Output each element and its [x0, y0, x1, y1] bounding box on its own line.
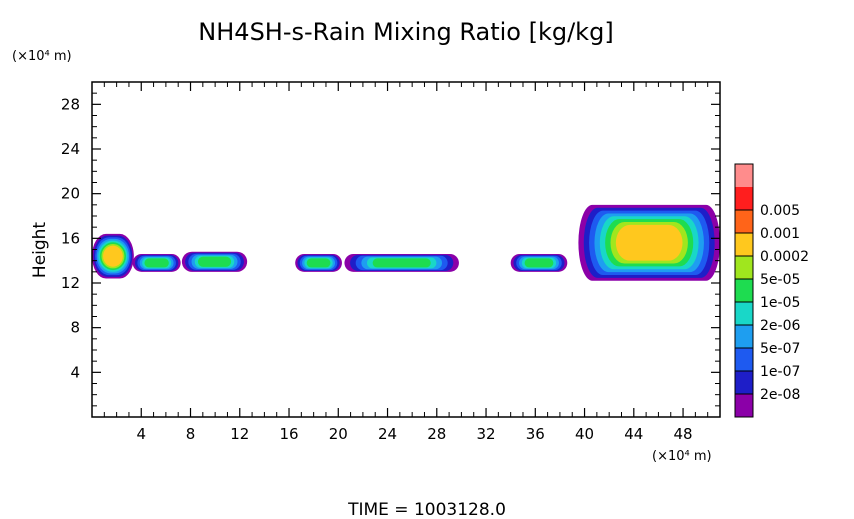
x-tick-label: 12 — [230, 425, 249, 443]
mixing-ratio-region — [181, 251, 248, 272]
x-tick-label: 20 — [329, 425, 348, 443]
x-tick-label: 4 — [136, 425, 146, 443]
mixing-ratio-band — [524, 258, 554, 268]
mixing-ratio-band — [197, 256, 232, 267]
colorbar-swatch — [735, 233, 753, 256]
colorbar-label: 0.0002 — [760, 249, 809, 265]
y-tick-label: 4 — [70, 363, 80, 381]
y-axis-unit: (×10⁴ m) — [12, 49, 72, 64]
y-tick-label: 24 — [61, 140, 80, 158]
colorbar-swatch — [735, 210, 753, 233]
x-tick-label: 40 — [575, 425, 594, 443]
colorbar-swatch — [735, 348, 753, 371]
x-tick-label: 36 — [526, 425, 545, 443]
colorbar-label: 2e-08 — [760, 387, 800, 403]
y-tick-label: 28 — [61, 95, 80, 113]
colorbar-label: 2e-06 — [760, 318, 800, 334]
colorbar-label: 0.005 — [760, 203, 800, 219]
x-tick-label: 16 — [279, 425, 298, 443]
y-tick-label: 20 — [61, 185, 80, 203]
colorbar-label: 1e-07 — [760, 364, 800, 380]
y-tick-label: 8 — [70, 319, 80, 337]
colorbar-swatch — [735, 256, 753, 279]
colorbar-swatch — [735, 371, 753, 394]
mixing-ratio-band — [615, 224, 683, 261]
y-tick-label: 16 — [61, 229, 80, 247]
x-axis: 4 8 12 16 20 24 28 32 36 40 44 48 — [103, 82, 709, 443]
mixing-ratio-region — [510, 253, 568, 272]
colorbar-swatch — [735, 164, 753, 187]
mixing-ratio-region — [578, 204, 720, 281]
x-tick-label: 48 — [674, 425, 693, 443]
chart-title: NH4SH-s-Rain Mixing Ratio [kg/kg] — [198, 18, 613, 46]
colorbar-frame — [734, 163, 754, 418]
x-tick-label: 32 — [476, 425, 495, 443]
y-axis-label: Height — [30, 222, 50, 279]
colorbar-label: 5e-07 — [760, 341, 800, 357]
y-tick-label: 12 — [61, 274, 80, 292]
mixing-ratio-region — [92, 233, 134, 279]
colorbar-swatch — [735, 279, 753, 302]
mixing-ratio-region — [344, 253, 459, 272]
mixing-ratio-field — [92, 204, 720, 281]
time-footer: TIME = 1003128.0 — [347, 500, 506, 519]
colorbar-swatch — [735, 187, 753, 210]
colorbar-swatch — [735, 302, 753, 325]
colorbar-swatch — [735, 325, 753, 348]
mixing-ratio-region — [132, 253, 181, 272]
mixing-ratio-band — [144, 258, 169, 268]
mixing-ratio-region — [295, 253, 342, 272]
colorbar-label: 0.001 — [760, 226, 800, 242]
x-tick-label: 28 — [427, 425, 446, 443]
y-axis: 4 8 12 16 20 24 28 — [61, 92, 720, 407]
colorbar-label: 5e-05 — [760, 272, 800, 288]
x-tick-label: 44 — [624, 425, 643, 443]
colorbar: 2e-08 1e-07 5e-07 2e-06 1e-05 5e-05 0.0002 0.00… — [734, 163, 809, 418]
colorbar-label: 1e-05 — [760, 295, 800, 311]
x-axis-unit: (×10⁴ m) — [652, 449, 712, 464]
mixing-ratio-band — [306, 258, 331, 268]
colorbar-swatch — [735, 394, 753, 417]
x-tick-label: 24 — [378, 425, 397, 443]
x-tick-label: 8 — [186, 425, 196, 443]
mixing-ratio-band — [372, 258, 431, 268]
mixing-ratio-band — [103, 245, 123, 267]
